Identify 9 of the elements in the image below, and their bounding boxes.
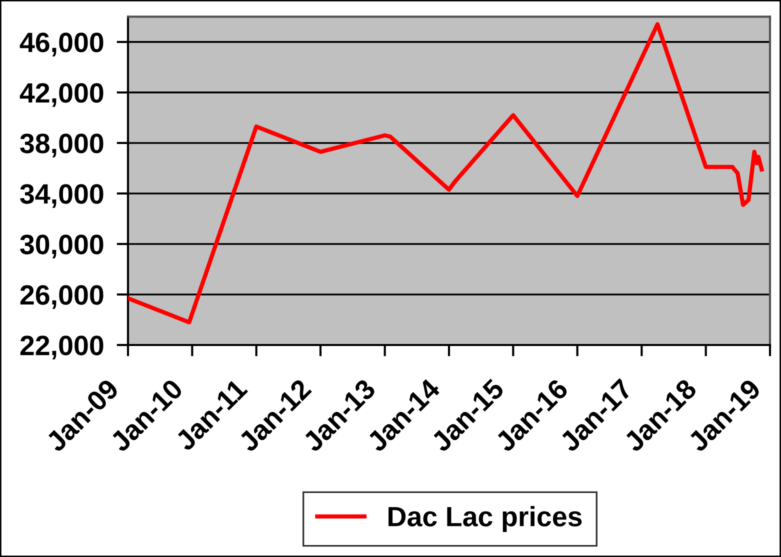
y-tick-label: 38,000 — [20, 134, 104, 158]
legend-label: Dac Lac prices — [388, 506, 582, 532]
line-series — [128, 22, 764, 324]
y-tick-label: 42,000 — [20, 83, 104, 107]
y-tick-label: 30,000 — [20, 234, 104, 258]
y-tick-label: 26,000 — [20, 285, 104, 309]
y-tick-label: 34,000 — [20, 184, 104, 208]
y-tick-label: 46,000 — [20, 32, 104, 56]
y-tick-label: 22,000 — [20, 336, 104, 360]
